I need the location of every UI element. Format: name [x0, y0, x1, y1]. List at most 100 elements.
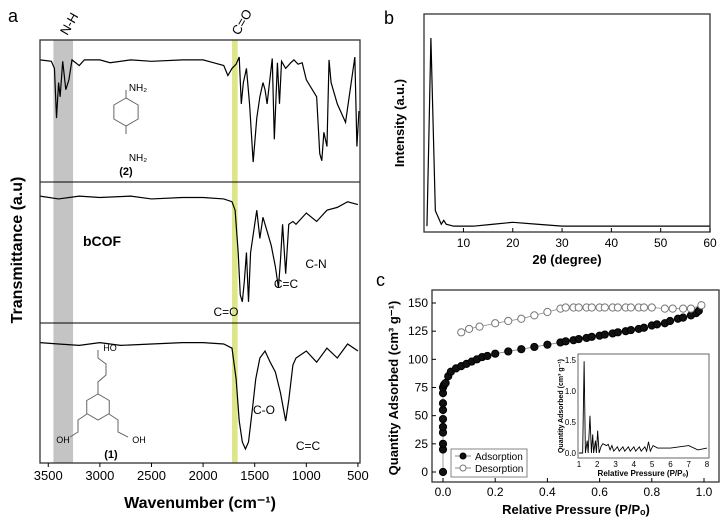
x-tick-label: 0.6 [591, 485, 608, 499]
desorption-point [600, 303, 609, 312]
hydroxyl-label: HO [103, 343, 117, 353]
adsorption-point [626, 325, 636, 335]
panel-label-b: b [384, 8, 394, 28]
desorption-point [517, 314, 526, 323]
desorption-point [647, 303, 656, 312]
x-tick-label: 60 [703, 236, 717, 250]
peak-annotation: C=C [274, 277, 299, 291]
desorption-point [668, 304, 677, 313]
y-tick-label: 150 [408, 296, 428, 310]
desorption-point [561, 303, 570, 312]
compound-label: (1) [104, 449, 118, 461]
plot-frame [423, 13, 711, 233]
adsorption-point [438, 399, 448, 408]
x-tick-label: 1500 [240, 468, 269, 483]
peak-annotation: C=O [213, 305, 238, 319]
x-tick-label: 50 [654, 236, 668, 250]
adsorption-point [679, 313, 688, 322]
inset-x-tick-label: 6 [668, 460, 673, 469]
desorption-point [679, 304, 688, 313]
desorption-point [543, 307, 552, 317]
spectrum-line-1 [39, 195, 359, 303]
desorption-point [465, 324, 474, 334]
compound-label: (2) [119, 166, 133, 178]
desorption-point [660, 304, 669, 313]
x-tick-label: 0.8 [643, 485, 660, 499]
y-tick-label: 125 [408, 324, 428, 338]
legend-marker [459, 452, 467, 460]
y-axis-label: Transmittance (a.u) [9, 177, 26, 324]
adsorption-point [438, 422, 448, 432]
y-tick-label: 100 [408, 352, 428, 366]
desorption-point [686, 304, 696, 313]
legend-entry: Desorption [475, 464, 523, 475]
adsorption-point [639, 323, 649, 332]
inset-line [579, 361, 708, 454]
x-axis-label: Relative Pressure (P/Pₒ) [502, 502, 650, 517]
y-tick-label: 25 [415, 437, 429, 451]
x-tick-label: 20 [506, 236, 520, 250]
amine-label: NH₂ [129, 83, 147, 94]
highlight-band [53, 40, 74, 463]
desorption-point [613, 303, 622, 312]
desorption-point [457, 328, 466, 337]
x-tick-label: 500 [347, 468, 369, 483]
adsorption-point [438, 414, 448, 424]
spectrum-line-0 [39, 56, 360, 163]
adsorption-point [504, 347, 513, 356]
xrd-pattern-line [426, 37, 710, 227]
inset-y-axis-label: Quantity Adsorbed (cm³ g⁻¹) [558, 359, 565, 453]
panel-label-a: a [8, 6, 19, 26]
adsorption-point [517, 345, 526, 354]
bond [108, 413, 129, 438]
x-axis-label: 2θ (degree) [532, 252, 601, 267]
adsorption-point [652, 320, 662, 329]
spectrum-line-2 [39, 341, 359, 451]
inset-y-tick-label: 0.0 [565, 449, 577, 458]
inset-y-tick-label: 0.5 [565, 418, 577, 427]
x-tick-label: 0.0 [435, 485, 452, 499]
plot-frame [431, 289, 720, 483]
inset-y-tick-label: 1.5 [565, 356, 577, 365]
x-tick-label: 3000 [85, 468, 114, 483]
desorption-point [587, 303, 596, 312]
adsorption-point [438, 405, 448, 415]
bond [69, 413, 88, 438]
benzene-ring-icon [86, 393, 110, 421]
inset-y-tick-label: 1.0 [565, 387, 577, 396]
hydroxyl-label: OH [56, 435, 70, 445]
x-tick-label: 3500 [34, 468, 63, 483]
desorption-point [626, 303, 636, 312]
inset-x-tick-label: 5 [650, 460, 655, 469]
adsorption-point [561, 337, 570, 346]
adsorption-point [587, 332, 596, 341]
adsorption-point [483, 351, 492, 361]
inset-x-tick-label: 7 [686, 460, 691, 469]
x-tick-label: 2000 [189, 468, 218, 483]
inset-frame [577, 353, 710, 459]
inset-x-tick-label: 4 [632, 460, 637, 469]
desorption-point [697, 301, 706, 310]
desorption-point [639, 303, 649, 312]
y-tick-label: 0 [421, 465, 428, 479]
amine-label: NH₂ [129, 153, 147, 164]
band-label: C=O [228, 7, 255, 38]
adsorption-point [543, 340, 552, 349]
desorption-point [475, 322, 484, 331]
y-axis-label: Quantity Adsorbed (cm³ g⁻¹) [386, 301, 401, 476]
peak-annotation: C-N [305, 257, 326, 271]
compound-label: bCOF [83, 233, 122, 249]
inset-x-tick-label: 2 [595, 460, 600, 469]
x-tick-label: 0.2 [487, 485, 504, 499]
x-axis-label: Wavenumber (cm⁻¹) [124, 495, 276, 512]
desorption-point [491, 319, 500, 328]
adsorption-point [665, 316, 675, 326]
y-tick-label: 50 [415, 409, 429, 423]
adsorption-point [600, 330, 609, 339]
legend-entry: Adsorption [475, 452, 523, 463]
x-tick-label: 1000 [292, 468, 321, 483]
band-label: N-H [57, 10, 82, 38]
peak-annotation: C-O [253, 403, 275, 417]
